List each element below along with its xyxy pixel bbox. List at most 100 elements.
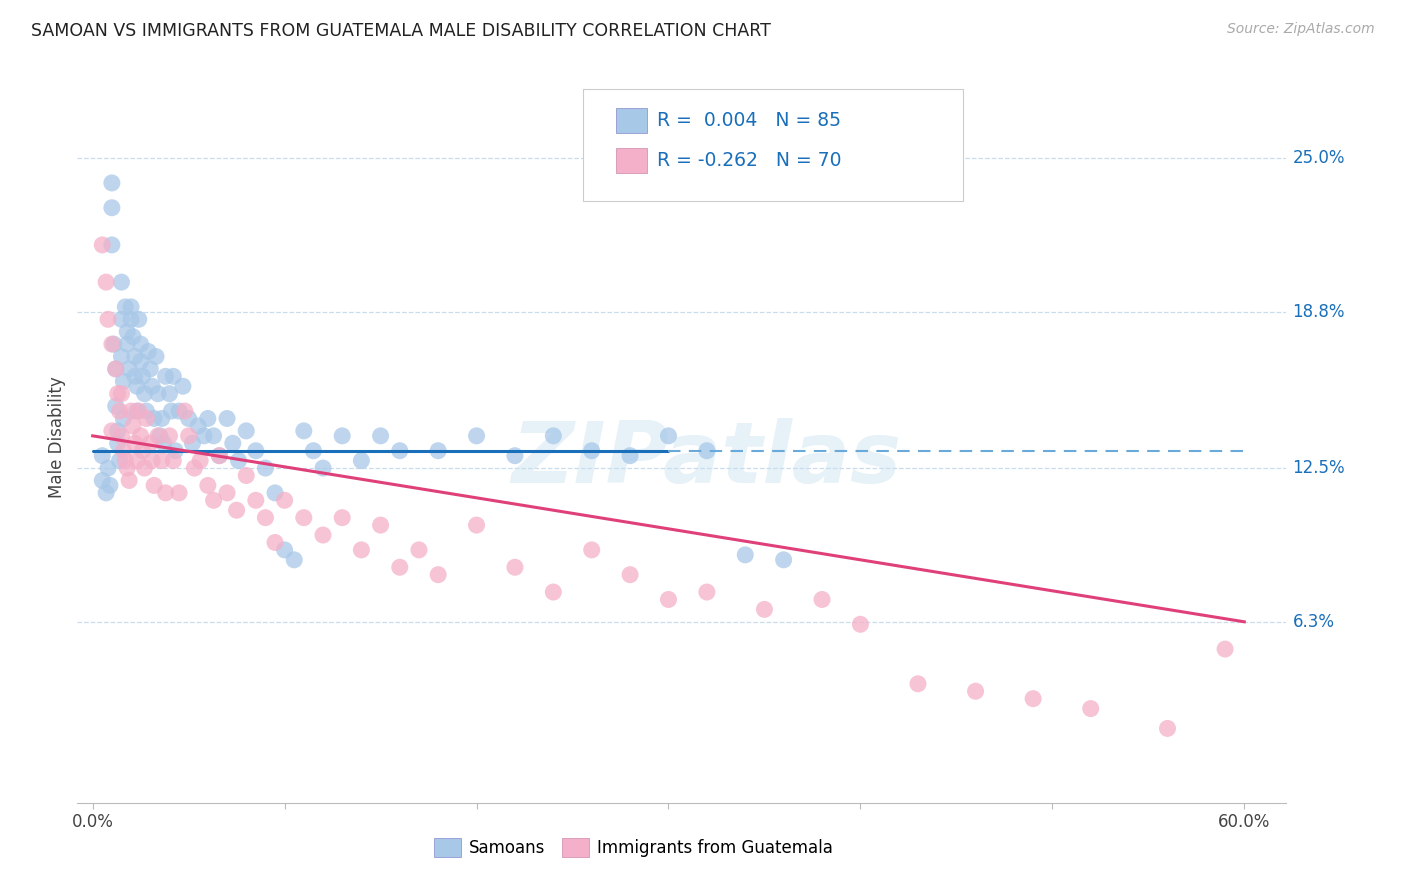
Point [273,542,295,557]
Point [145,350,167,364]
Point [135,404,157,418]
Point [112,411,135,425]
Point [167,486,190,500]
Point [427,567,450,582]
Point [97,461,120,475]
Point [292,510,315,524]
Point [167,404,190,418]
Point [849,617,872,632]
Point [149,429,172,443]
Text: Source: ZipAtlas.com: Source: ZipAtlas.com [1227,22,1375,37]
Point [91,449,114,463]
Point [388,443,411,458]
Point [283,553,305,567]
Point [146,429,169,443]
Point [172,379,194,393]
Point [152,436,174,450]
Point [104,399,127,413]
Point [215,411,238,425]
Point [114,453,136,467]
Point [124,436,146,450]
Point [124,350,146,364]
Point [619,567,641,582]
Point [146,386,169,401]
Point [245,443,267,458]
Point [503,560,526,574]
Point [581,542,603,557]
Point [103,337,125,351]
Point [104,362,127,376]
Point [197,478,219,492]
Point [292,424,315,438]
Point [1022,691,1045,706]
Point [128,404,150,418]
Point [122,418,145,433]
Point [202,429,225,443]
Point [696,443,718,458]
Point [118,362,141,376]
Point [312,528,335,542]
Point [94,275,117,289]
Point [177,429,200,443]
Point [302,443,325,458]
Point [225,503,247,517]
Point [120,312,142,326]
Point [141,379,163,393]
Text: 18.8%: 18.8% [1292,303,1346,321]
Point [129,429,152,443]
Text: SAMOAN VS IMMIGRANTS FROM GUATEMALA MALE DISABILITY CORRELATION CHART: SAMOAN VS IMMIGRANTS FROM GUATEMALA MALE… [31,22,770,40]
Point [108,404,131,418]
Point [150,453,173,467]
Point [228,453,250,467]
Point [907,677,929,691]
Point [139,362,162,376]
Point [115,337,138,351]
Point [101,337,124,351]
Point [503,449,526,463]
Text: 25.0%: 25.0% [1292,149,1346,167]
Point [264,535,287,549]
Point [312,461,335,475]
Point [581,443,603,458]
Point [134,386,156,401]
Point [465,429,488,443]
Point [254,510,277,524]
Point [1080,701,1102,715]
Point [657,592,679,607]
Point [543,585,565,599]
Point [91,238,114,252]
Point [129,337,152,351]
Point [215,486,238,500]
Point [181,436,204,450]
Point [202,493,225,508]
Point [120,404,142,418]
Point [110,429,132,443]
Point [208,449,231,463]
Point [465,518,488,533]
Point [734,548,756,562]
Point [245,493,267,508]
Point [107,386,129,401]
Point [273,493,295,508]
Point [165,443,187,458]
Point [143,411,166,425]
Point [110,275,132,289]
Point [208,449,231,463]
Point [187,418,209,433]
Point [754,602,776,616]
Point [110,312,132,326]
Point [427,443,450,458]
Point [657,429,679,443]
Point [1213,642,1236,657]
Point [155,369,177,384]
Point [131,443,153,458]
Point [101,201,124,215]
Point [235,468,257,483]
Point [108,453,131,467]
Point [118,474,141,488]
Point [543,429,565,443]
Point [107,436,129,450]
Point [811,592,834,607]
Point [162,369,184,384]
Point [110,350,132,364]
